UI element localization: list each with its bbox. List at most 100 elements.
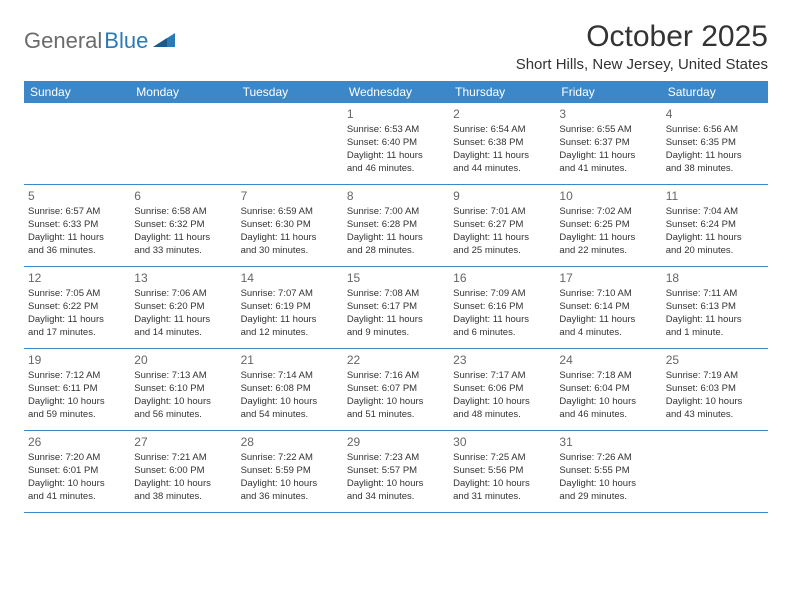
- calendar-page: GeneralBlue October 2025 Short Hills, Ne…: [0, 0, 792, 533]
- calendar-cell: 15Sunrise: 7:08 AMSunset: 6:17 PMDayligh…: [343, 267, 449, 349]
- day-info-line: Sunrise: 6:57 AM: [28, 206, 126, 219]
- calendar-header-row: SundayMondayTuesdayWednesdayThursdayFrid…: [24, 81, 768, 103]
- day-info-line: Sunset: 6:08 PM: [241, 383, 339, 396]
- calendar-cell: 31Sunrise: 7:26 AMSunset: 5:55 PMDayligh…: [555, 431, 661, 513]
- day-info-line: Daylight: 11 hours: [453, 232, 551, 245]
- day-info-line: Sunset: 5:56 PM: [453, 465, 551, 478]
- day-number: 7: [241, 188, 339, 204]
- day-info-line: Daylight: 10 hours: [347, 478, 445, 491]
- day-info-line: and 4 minutes.: [559, 327, 657, 340]
- day-info-line: Sunrise: 7:25 AM: [453, 452, 551, 465]
- day-info-line: Sunrise: 7:07 AM: [241, 288, 339, 301]
- day-info-line: Daylight: 10 hours: [28, 396, 126, 409]
- calendar-cell: 26Sunrise: 7:20 AMSunset: 6:01 PMDayligh…: [24, 431, 130, 513]
- calendar-cell: 27 Sunrise: 7:21 AMSunset: 6:00 PMDayligh…: [130, 431, 236, 513]
- day-number: 27: [134, 434, 232, 450]
- day-info: Sunrise: 7:07 AMSunset: 6:19 PMDaylight:…: [241, 288, 339, 339]
- calendar-cell: 21Sunrise: 7:14 AMSunset: 6:08 PMDayligh…: [237, 349, 343, 431]
- weekday-header: Thursday: [449, 81, 555, 103]
- day-number: 11: [666, 188, 764, 204]
- day-info: Sunrise: 6:59 AMSunset: 6:30 PMDaylight:…: [241, 206, 339, 257]
- day-info: Sunrise: 7:01 AMSunset: 6:27 PMDaylight:…: [453, 206, 551, 257]
- calendar-cell: 19Sunrise: 7:12 AMSunset: 6:11 PMDayligh…: [24, 349, 130, 431]
- day-number: 3: [559, 106, 657, 122]
- logo-text-blue: Blue: [104, 28, 148, 54]
- day-number: 6: [134, 188, 232, 204]
- day-info-line: Sunset: 6:38 PM: [453, 137, 551, 150]
- calendar-cell: 2Sunrise: 6:54 AMSunset: 6:38 PMDaylight…: [449, 103, 555, 185]
- day-info-line: Sunrise: 7:00 AM: [347, 206, 445, 219]
- day-info-line: Daylight: 11 hours: [28, 232, 126, 245]
- calendar-cell: 24Sunrise: 7:18 AMSunset: 6:04 PMDayligh…: [555, 349, 661, 431]
- day-info-line: and 6 minutes.: [453, 327, 551, 340]
- day-number: 26: [28, 434, 126, 450]
- day-info-line: Daylight: 10 hours: [134, 396, 232, 409]
- day-info-line: and 46 minutes.: [347, 163, 445, 176]
- day-info-line: Daylight: 11 hours: [28, 314, 126, 327]
- day-info-line: and 28 minutes.: [347, 245, 445, 258]
- calendar-body: 1Sunrise: 6:53 AMSunset: 6:40 PMDaylight…: [24, 103, 768, 513]
- day-info-line: and 34 minutes.: [347, 491, 445, 504]
- day-info: Sunrise: 7:14 AMSunset: 6:08 PMDaylight:…: [241, 370, 339, 421]
- day-info: Sunrise: 7:00 AMSunset: 6:28 PMDaylight:…: [347, 206, 445, 257]
- calendar-cell: 1Sunrise: 6:53 AMSunset: 6:40 PMDaylight…: [343, 103, 449, 185]
- day-number: 18: [666, 270, 764, 286]
- calendar-cell: 29Sunrise: 7:23 AMSunset: 5:57 PMDayligh…: [343, 431, 449, 513]
- day-info-line: Daylight: 11 hours: [347, 232, 445, 245]
- day-info-line: Daylight: 11 hours: [666, 150, 764, 163]
- day-info-line: Sunrise: 7:21 AM: [134, 452, 232, 465]
- day-info: Sunrise: 7:19 AMSunset: 6:03 PMDaylight:…: [666, 370, 764, 421]
- day-info: Sunrise: 6:54 AMSunset: 6:38 PMDaylight:…: [453, 124, 551, 175]
- day-info: Sunrise: 7:21 AMSunset: 6:00 PMDaylight:…: [134, 452, 232, 503]
- day-info-line: Sunrise: 6:58 AM: [134, 206, 232, 219]
- day-info: Sunrise: 7:23 AMSunset: 5:57 PMDaylight:…: [347, 452, 445, 503]
- day-info-line: and 30 minutes.: [241, 245, 339, 258]
- calendar-cell: 28Sunrise: 7:22 AMSunset: 5:59 PMDayligh…: [237, 431, 343, 513]
- day-info-line: Daylight: 11 hours: [666, 314, 764, 327]
- day-info-line: Sunrise: 7:13 AM: [134, 370, 232, 383]
- day-info-line: Sunset: 6:24 PM: [666, 219, 764, 232]
- day-number: 13: [134, 270, 232, 286]
- day-info-line: and 14 minutes.: [134, 327, 232, 340]
- day-info-line: and 48 minutes.: [453, 409, 551, 422]
- day-info-line: Sunset: 6:28 PM: [347, 219, 445, 232]
- day-info: Sunrise: 6:55 AMSunset: 6:37 PMDaylight:…: [559, 124, 657, 175]
- calendar-cell: 17Sunrise: 7:10 AMSunset: 6:14 PMDayligh…: [555, 267, 661, 349]
- day-info-line: and 31 minutes.: [453, 491, 551, 504]
- day-number: 28: [241, 434, 339, 450]
- day-info-line: and 9 minutes.: [347, 327, 445, 340]
- day-info-line: Sunset: 6:33 PM: [28, 219, 126, 232]
- day-info-line: and 38 minutes.: [666, 163, 764, 176]
- day-info-line: Sunset: 6:22 PM: [28, 301, 126, 314]
- day-info-line: Sunset: 6:04 PM: [559, 383, 657, 396]
- day-info-line: Sunrise: 6:59 AM: [241, 206, 339, 219]
- day-info-line: and 59 minutes.: [28, 409, 126, 422]
- calendar-cell: 5Sunrise: 6:57 AMSunset: 6:33 PMDaylight…: [24, 185, 130, 267]
- day-info-line: Daylight: 11 hours: [453, 150, 551, 163]
- day-info: Sunrise: 7:08 AMSunset: 6:17 PMDaylight:…: [347, 288, 445, 339]
- day-info: Sunrise: 7:26 AMSunset: 5:55 PMDaylight:…: [559, 452, 657, 503]
- day-info-line: and 43 minutes.: [666, 409, 764, 422]
- day-info-line: Sunset: 6:27 PM: [453, 219, 551, 232]
- day-info-line: Sunrise: 7:05 AM: [28, 288, 126, 301]
- day-info: Sunrise: 7:09 AMSunset: 6:16 PMDaylight:…: [453, 288, 551, 339]
- calendar-cell: [24, 103, 130, 185]
- calendar-cell: 11Sunrise: 7:04 AMSunset: 6:24 PMDayligh…: [662, 185, 768, 267]
- day-info: Sunrise: 7:12 AMSunset: 6:11 PMDaylight:…: [28, 370, 126, 421]
- day-info-line: Sunset: 6:37 PM: [559, 137, 657, 150]
- weekday-header: Saturday: [662, 81, 768, 103]
- day-info-line: Daylight: 11 hours: [559, 232, 657, 245]
- day-info-line: and 56 minutes.: [134, 409, 232, 422]
- day-number: 14: [241, 270, 339, 286]
- calendar-cell: 18Sunrise: 7:11 AMSunset: 6:13 PMDayligh…: [662, 267, 768, 349]
- day-number: 25: [666, 352, 764, 368]
- day-info-line: Daylight: 10 hours: [559, 396, 657, 409]
- day-info-line: Sunset: 6:06 PM: [453, 383, 551, 396]
- weekday-header: Tuesday: [237, 81, 343, 103]
- day-info-line: Sunrise: 6:53 AM: [347, 124, 445, 137]
- day-info-line: Sunrise: 7:01 AM: [453, 206, 551, 219]
- day-info-line: Daylight: 10 hours: [28, 478, 126, 491]
- day-number: 23: [453, 352, 551, 368]
- day-info-line: Sunrise: 7:10 AM: [559, 288, 657, 301]
- day-info-line: Sunset: 6:00 PM: [134, 465, 232, 478]
